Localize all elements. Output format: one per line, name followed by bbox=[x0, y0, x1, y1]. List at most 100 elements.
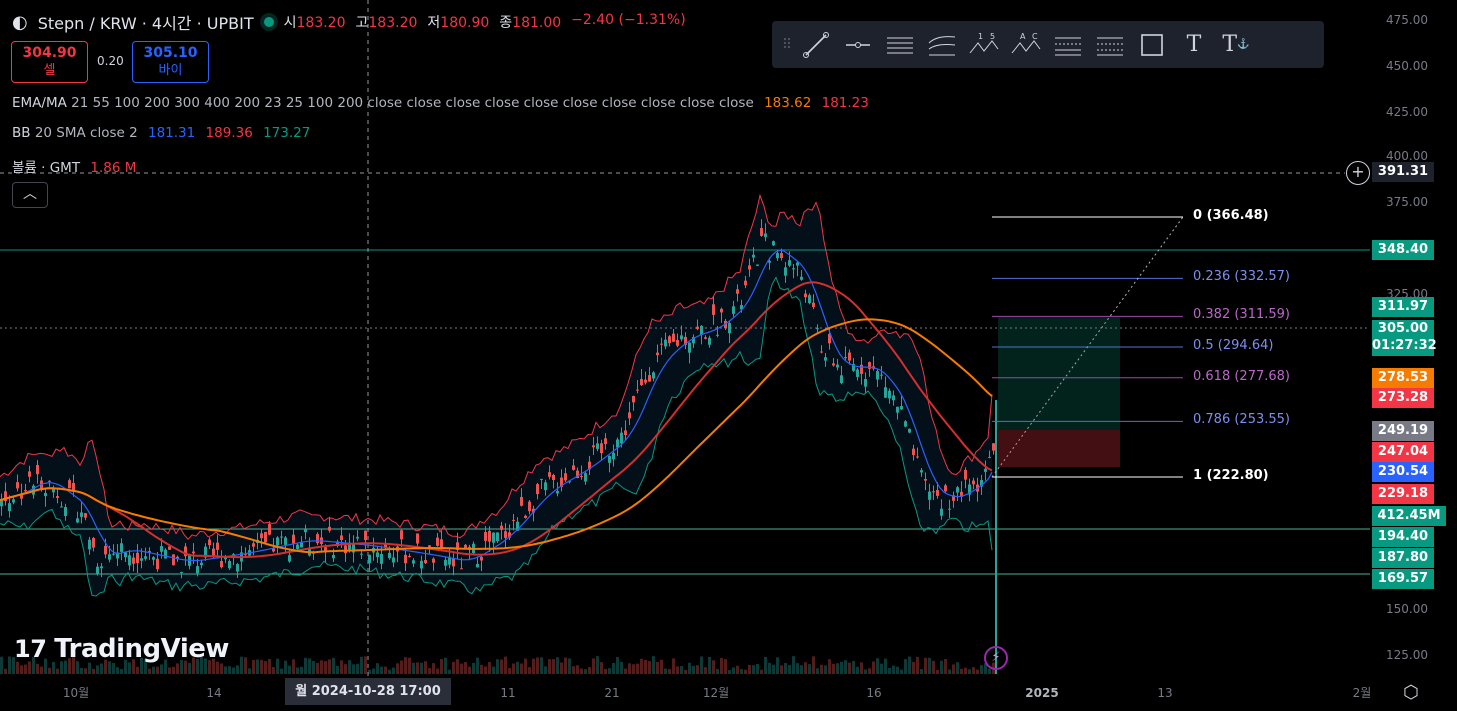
anchored-text-icon[interactable]: T ⚓ bbox=[1222, 32, 1250, 57]
volume-bar bbox=[80, 667, 83, 674]
volume-bar bbox=[64, 660, 67, 674]
parallel-channel-icon[interactable] bbox=[880, 27, 920, 63]
candle-body bbox=[540, 478, 543, 480]
stepn-logo-icon: ◐ bbox=[12, 11, 28, 33]
svg-text:A: A bbox=[1020, 32, 1026, 41]
lightning-icon[interactable]: ⚡ bbox=[984, 646, 1008, 670]
volume-bar bbox=[244, 657, 247, 674]
ema-orange-line bbox=[0, 318, 993, 554]
volume-bar bbox=[492, 666, 495, 674]
regression-trend-icon[interactable] bbox=[922, 27, 962, 63]
volume-bar bbox=[336, 665, 339, 674]
add-alert-button[interactable]: + bbox=[1346, 161, 1370, 185]
rectangle-icon[interactable] bbox=[1132, 27, 1172, 63]
volume-bar bbox=[84, 668, 87, 674]
volume-bar bbox=[656, 661, 659, 674]
candle-body bbox=[848, 352, 851, 361]
volume-bar bbox=[4, 668, 7, 674]
svg-text:5: 5 bbox=[990, 32, 995, 41]
cursor-date-label: 월 2024-10-28 17:00 bbox=[285, 678, 451, 705]
candle-body bbox=[924, 479, 927, 481]
candle-body bbox=[892, 395, 895, 401]
volume-bar bbox=[72, 657, 75, 674]
fib-retracement-icon[interactable] bbox=[1048, 27, 1088, 63]
volume-bar bbox=[692, 665, 695, 674]
change-value: −2.40 (−1.31%) bbox=[571, 12, 686, 28]
volume-legend[interactable]: 볼륨 · GMT 1.86 M bbox=[12, 156, 136, 176]
volume-bar bbox=[288, 665, 291, 674]
volume-bar bbox=[632, 664, 635, 674]
candle-body bbox=[484, 532, 487, 541]
candle-body bbox=[712, 304, 715, 315]
horizontal-ray-icon[interactable] bbox=[838, 27, 878, 63]
volume-bar bbox=[760, 669, 763, 674]
price-axis-label: 169.57 bbox=[1372, 569, 1434, 589]
candle-body bbox=[780, 253, 783, 258]
candle-body bbox=[636, 389, 639, 391]
volume-bar bbox=[460, 663, 463, 674]
fib-extension-icon[interactable] bbox=[1090, 27, 1130, 63]
volume-bar bbox=[812, 656, 815, 674]
candle-body bbox=[920, 470, 923, 473]
candle-body bbox=[492, 532, 495, 543]
y-tick-label: 425.00 bbox=[1386, 105, 1428, 119]
volume-bar bbox=[568, 658, 571, 674]
ema-ma-legend[interactable]: EMA/MA 21 55 100 200 300 400 200 23 25 1… bbox=[12, 95, 869, 111]
volume-bar bbox=[508, 667, 511, 674]
candle-body bbox=[500, 525, 503, 530]
volume-bar bbox=[400, 660, 403, 674]
candle-body bbox=[968, 484, 971, 495]
x-tick-label: 16 bbox=[866, 686, 881, 700]
volume-bar bbox=[280, 668, 283, 674]
volume-bar bbox=[200, 657, 203, 674]
volume-bar bbox=[216, 661, 219, 674]
bb-basis-line bbox=[0, 249, 993, 562]
candle-body bbox=[56, 496, 59, 498]
candle-body bbox=[932, 491, 935, 493]
volume-bar bbox=[780, 665, 783, 674]
candle-body bbox=[196, 566, 199, 574]
volume-bar bbox=[652, 656, 655, 674]
collapse-legend-button[interactable]: ︿ bbox=[12, 182, 48, 208]
candle-body bbox=[328, 526, 331, 531]
candle-body bbox=[828, 333, 831, 344]
bb-legend[interactable]: BB 20 SMA close 2 181.31 189.36 173.27 bbox=[12, 125, 310, 141]
candle-body bbox=[868, 362, 871, 369]
volume-bar bbox=[160, 664, 163, 674]
fib-level-label: 0.786 (253.55) bbox=[1193, 412, 1290, 428]
candle-body bbox=[452, 558, 455, 567]
bb-upper-value: 189.36 bbox=[205, 125, 253, 141]
candle-body bbox=[588, 461, 591, 470]
trend-line-icon[interactable] bbox=[796, 27, 836, 63]
candle-body bbox=[660, 343, 663, 345]
symbol-title[interactable]: Stepn / KRW · 4시간 · UPBIT bbox=[37, 14, 254, 33]
volume-bar bbox=[840, 661, 843, 674]
candle-body bbox=[504, 531, 507, 538]
volume-bar bbox=[284, 660, 287, 674]
volume-bar bbox=[44, 658, 47, 674]
buy-button[interactable]: 305.10 바이 bbox=[132, 41, 209, 83]
volume-bar bbox=[264, 661, 267, 674]
text-icon[interactable]: T bbox=[1186, 32, 1202, 57]
drag-handle-icon[interactable]: ⠿ bbox=[781, 36, 793, 53]
candle-body bbox=[608, 455, 611, 463]
settings-icon[interactable]: ⬡ bbox=[1403, 682, 1419, 703]
volume-bar bbox=[604, 668, 607, 674]
volume-bar bbox=[540, 657, 543, 674]
sell-button[interactable]: 304.90 셀 bbox=[11, 41, 88, 83]
candle-body bbox=[16, 482, 19, 489]
volume-bar bbox=[784, 662, 787, 674]
volume-bar bbox=[24, 664, 27, 674]
x-tick-label: 12월 bbox=[703, 686, 729, 700]
volume-bar bbox=[16, 661, 19, 674]
volume-bar bbox=[988, 668, 991, 674]
candle-body bbox=[392, 557, 395, 563]
volume-bar bbox=[348, 660, 351, 674]
candle-body bbox=[960, 491, 963, 497]
volume-bar bbox=[592, 658, 595, 674]
candle-body bbox=[268, 524, 271, 535]
candle-body bbox=[48, 480, 51, 482]
